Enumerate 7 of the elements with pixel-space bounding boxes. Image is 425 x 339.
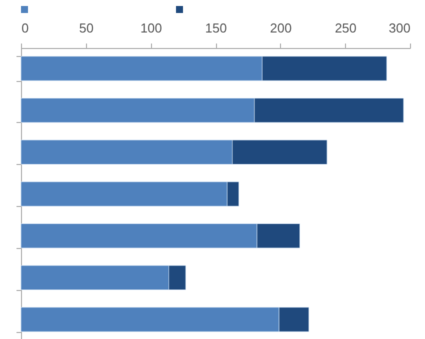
x-tick-label: 0 [22,20,29,36]
x-tick-label: 200 [270,20,292,36]
x-tick-label: 100 [140,20,162,36]
x-tick-label: 50 [79,20,94,36]
x-tick-label: 300 [388,20,410,36]
x-tick-label: 150 [205,20,227,36]
x-tick-label: 250 [334,20,357,36]
